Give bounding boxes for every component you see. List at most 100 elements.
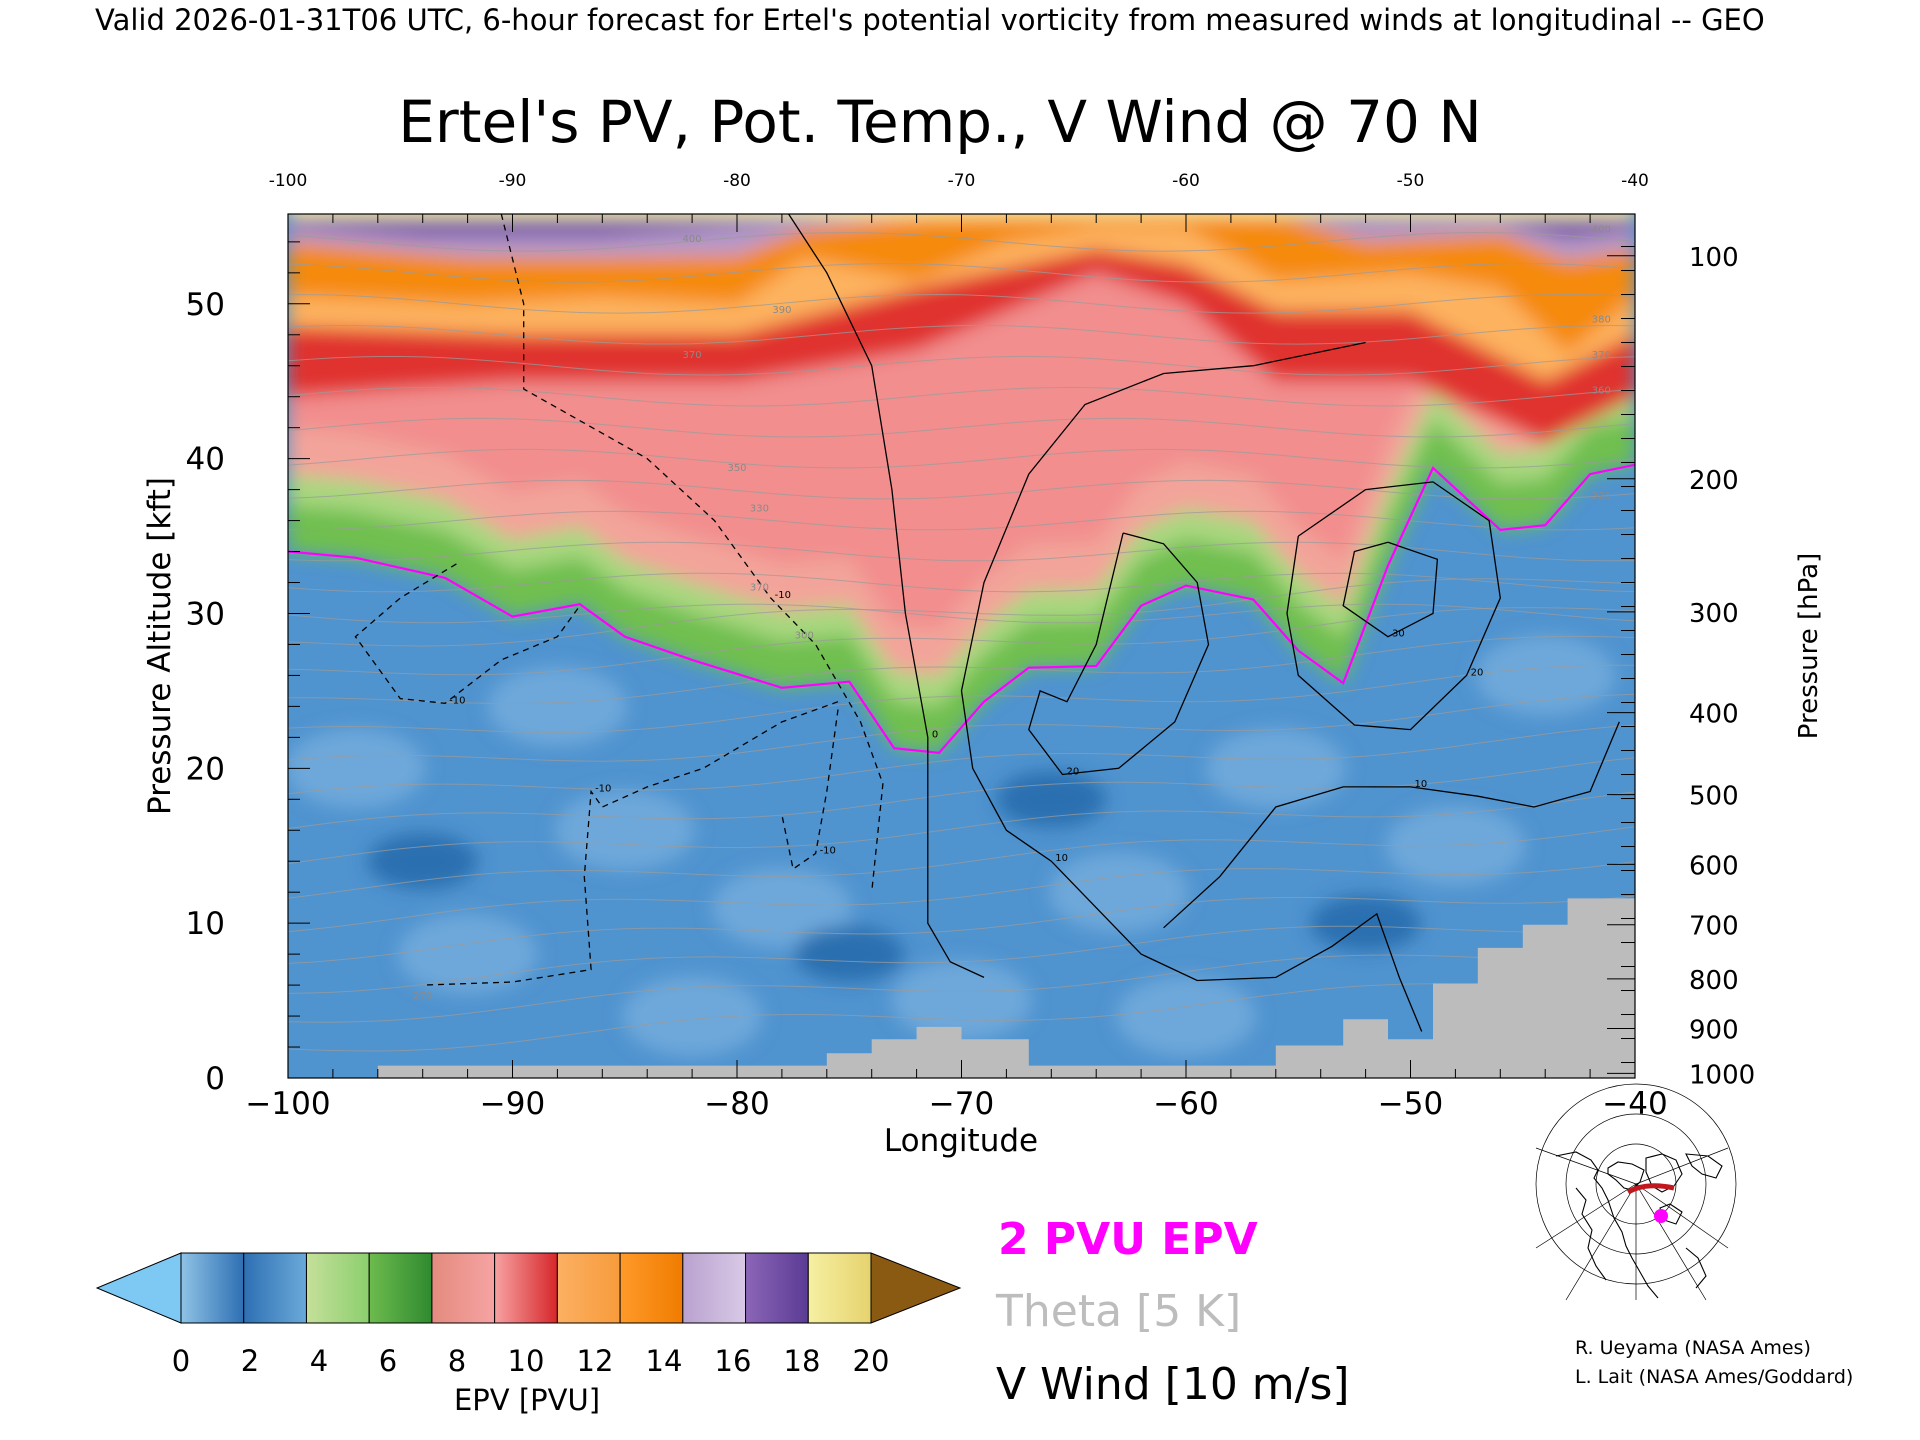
colorbar-tick-label: 12 bbox=[577, 1344, 614, 1378]
pv-band-purple bbox=[288, 214, 1635, 239]
theta-label: 300 bbox=[795, 630, 814, 641]
x-tick-label-top: -50 bbox=[1397, 171, 1425, 191]
v-wind-contour bbox=[788, 214, 985, 978]
colorbar-bin bbox=[745, 1252, 809, 1324]
v-wind-contour bbox=[422, 701, 839, 986]
y-tick-label-left: 30 bbox=[186, 596, 225, 632]
theta-line bbox=[288, 895, 1635, 964]
y-tick-label-left: 20 bbox=[186, 751, 225, 787]
theta-label: 350 bbox=[727, 463, 746, 474]
colorbar-tick-label: 0 bbox=[172, 1344, 190, 1378]
pv-blob bbox=[554, 790, 695, 871]
colorbar-bin bbox=[494, 1252, 558, 1324]
pv-band-orange bbox=[288, 214, 1635, 354]
legend-theta: Theta [5 K] bbox=[995, 1286, 1241, 1337]
y-tick-label-right: 200 bbox=[1689, 466, 1739, 496]
pv-band-salmon bbox=[288, 341, 1635, 676]
x-tick-label-top: -70 bbox=[948, 171, 976, 191]
y-tick-label-left: 0 bbox=[205, 1061, 225, 1097]
v-wind-contour-label: -10 bbox=[449, 695, 465, 706]
pv-blob bbox=[1385, 805, 1526, 886]
y-tick-label-left: 50 bbox=[186, 287, 225, 323]
x-tick-label: −40 bbox=[1602, 1086, 1667, 1122]
colorbar-bin bbox=[368, 1252, 433, 1324]
x-tick-label: −50 bbox=[1378, 1086, 1443, 1122]
v-wind-contour-label: 20 bbox=[1067, 767, 1080, 778]
chart-title: Ertel's PV, Pot. Temp., V Wind @ 70 N bbox=[398, 88, 1481, 156]
x-tick-label-top: -90 bbox=[499, 171, 527, 191]
theta-line bbox=[288, 448, 1635, 469]
v-wind-contour-label: -10 bbox=[775, 590, 791, 601]
v-wind-contour-label: -10 bbox=[820, 845, 836, 856]
theta-label: 370 bbox=[683, 350, 702, 361]
pv-band-green bbox=[288, 418, 1635, 753]
v-wind-contour-label: 0 bbox=[932, 729, 938, 740]
x-tick-label: −100 bbox=[245, 1086, 330, 1122]
v-wind-contour bbox=[1028, 532, 1210, 776]
y-axis-right: 100 200 300 400 500 600 700 800 900 1000 bbox=[1607, 243, 1755, 1090]
colorbar-under-arrow bbox=[95, 1252, 182, 1324]
x-axis-top: -100 -90 -80 -70 -60 -50 -40 bbox=[269, 171, 1649, 232]
v-wind-contour bbox=[1163, 721, 1620, 929]
theta-line bbox=[288, 757, 1635, 830]
pv-2pvu-contour bbox=[288, 463, 1635, 754]
pv-blob bbox=[1310, 895, 1421, 952]
y-axis-left: 0 10 20 30 40 50 bbox=[186, 241, 310, 1097]
colorbar-bin bbox=[180, 1252, 245, 1324]
stratosphere-layers bbox=[288, 214, 1635, 753]
colorbar-bin bbox=[807, 1252, 872, 1324]
pv-blob bbox=[367, 833, 478, 890]
legend-pv: 2 PVU EPV bbox=[998, 1214, 1258, 1265]
pv-blob bbox=[1116, 976, 1256, 1057]
theta-line bbox=[288, 861, 1635, 933]
colorbar-bin bbox=[619, 1252, 684, 1324]
x-tick-label: −70 bbox=[929, 1086, 994, 1122]
legend: 2 PVU EPV Theta [5 K] V Wind [10 m/s] bbox=[995, 1214, 1350, 1410]
y-tick-label-right: 400 bbox=[1689, 700, 1739, 730]
x-axis-label: Longitude bbox=[884, 1123, 1038, 1159]
theta-line bbox=[288, 925, 1635, 994]
theta-line bbox=[288, 791, 1635, 865]
theta-line bbox=[288, 324, 1635, 345]
pv-blob bbox=[711, 867, 852, 948]
y-tick-label-right: 300 bbox=[1689, 599, 1739, 629]
credit-line-1: R. Ueyama (NASA Ames) bbox=[1575, 1337, 1811, 1359]
terrain-mask bbox=[288, 898, 1635, 1078]
theta-label: 400 bbox=[1592, 225, 1611, 236]
theta-label: 370 bbox=[1592, 350, 1611, 361]
theta-line bbox=[288, 607, 1635, 676]
y-tick-label-right: 1000 bbox=[1689, 1060, 1755, 1090]
pv-blob bbox=[397, 914, 538, 995]
v-wind-contour-label: 30 bbox=[1392, 629, 1405, 640]
v-wind-contour bbox=[354, 563, 581, 704]
theta-label: 370 bbox=[750, 582, 769, 593]
v-wind-contour bbox=[781, 709, 839, 871]
colorbar-bin bbox=[682, 1252, 747, 1324]
theta-label: 330 bbox=[750, 503, 769, 514]
pv-blob bbox=[1475, 635, 1616, 716]
theta-line bbox=[288, 417, 1635, 438]
theta-contours bbox=[288, 232, 1635, 1052]
theta-line bbox=[288, 635, 1635, 705]
theta-line bbox=[288, 355, 1635, 376]
pv-blob bbox=[622, 976, 763, 1057]
v-wind-contours: 0 10 10 20 20 30 -10 -10 -10 -10 bbox=[354, 214, 1620, 1032]
theta-line bbox=[288, 826, 1635, 899]
colorbar-tick-label: 10 bbox=[508, 1344, 545, 1378]
colorbar-bin bbox=[305, 1252, 370, 1324]
theta-line bbox=[288, 724, 1635, 795]
theta-line bbox=[288, 293, 1635, 314]
colorbar-tick-label: 16 bbox=[715, 1344, 752, 1378]
legend-vwind: V Wind [10 m/s] bbox=[996, 1359, 1350, 1410]
location-map bbox=[1535, 1083, 1737, 1301]
theta-line bbox=[288, 603, 1635, 624]
x-tick-label-top: -80 bbox=[723, 171, 751, 191]
pv-blob bbox=[487, 666, 628, 747]
theta-line bbox=[288, 572, 1635, 593]
v-wind-contour-label: -10 bbox=[595, 784, 611, 795]
x-tick-label-top: -40 bbox=[1621, 171, 1649, 191]
colorbar-tick-label: 2 bbox=[241, 1344, 259, 1378]
x-tick-label: −80 bbox=[704, 1086, 769, 1122]
